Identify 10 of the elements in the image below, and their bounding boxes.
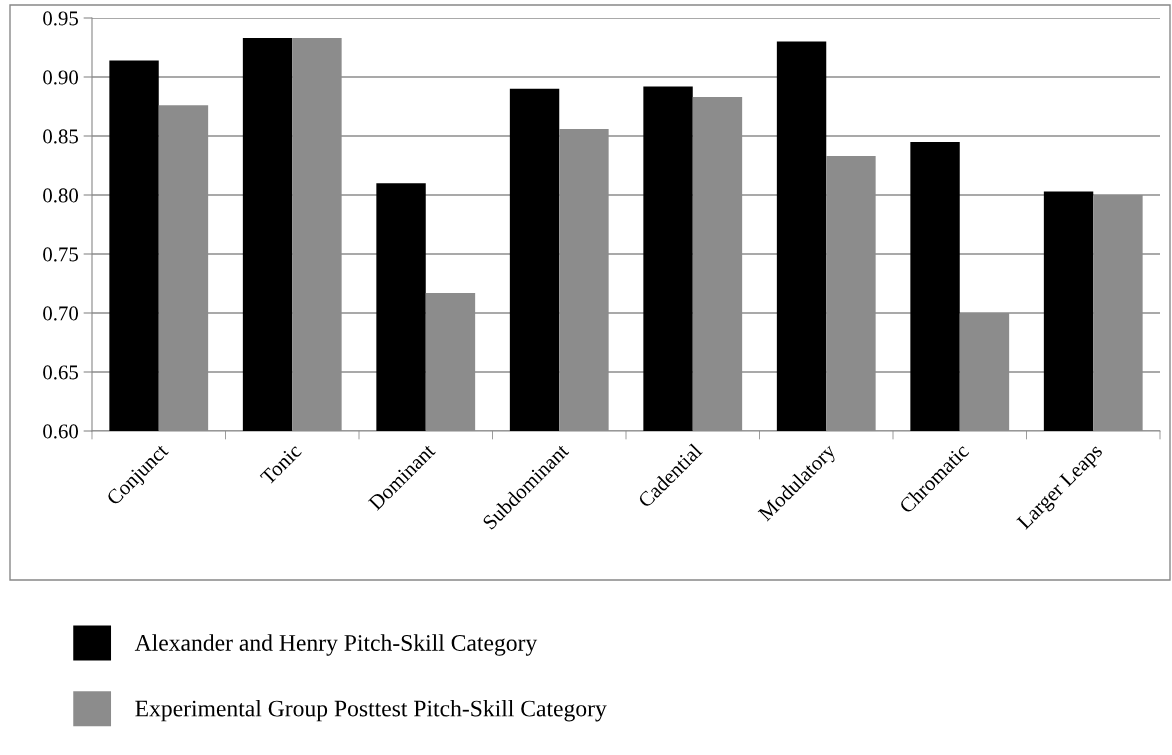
y-tick-label: 0.75	[43, 247, 78, 262]
y-tick-label: 0.65	[43, 365, 78, 380]
y-tick-label: 0.80	[43, 188, 79, 203]
y-tick-label: 0.70	[43, 306, 79, 321]
y-tick-label: 0.90	[43, 70, 79, 85]
y-tick-label: 0.60	[43, 424, 79, 439]
legend-label: Alexander and Henry Pitch-Skill Category	[134, 634, 538, 656]
y-tick-label: 0.85	[43, 129, 78, 144]
legend-label: Experimental Group Posttest Pitch-Skill Category	[135, 699, 607, 722]
y-tick-label: 0.95	[43, 11, 78, 26]
